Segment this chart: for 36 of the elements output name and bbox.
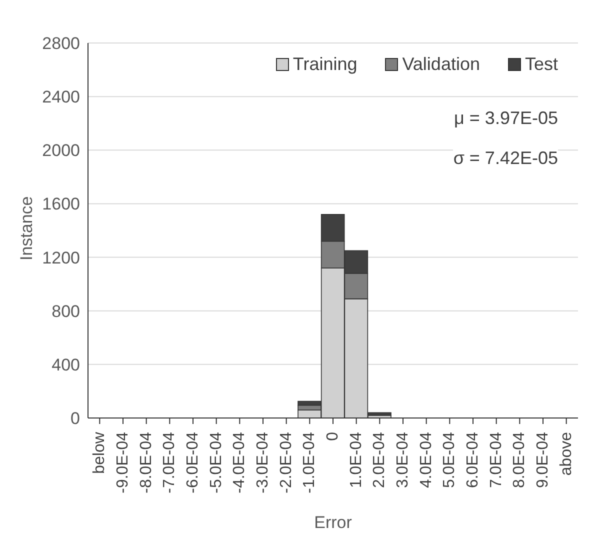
x-tick-label: -9.0E-04 [114, 432, 132, 494]
x-tick-label: 5.0E-04 [441, 432, 458, 488]
x-tick-label: -3.0E-04 [254, 432, 272, 494]
x-axis-title: Error [314, 513, 352, 532]
y-tick-label: 2000 [42, 141, 80, 160]
x-tick-label: -6.0E-04 [184, 432, 202, 494]
x-tick-label: 0 [324, 432, 342, 441]
y-tick-label: 2400 [42, 88, 80, 107]
x-tick-label: 4.0E-04 [418, 432, 435, 488]
y-tick-label: 1600 [42, 194, 80, 214]
x-tick-label: 1.0E-04 [348, 432, 365, 488]
y-tick-label: 2800 [42, 34, 80, 54]
x-tick-label: -5.0E-04 [208, 432, 225, 494]
x-tick-label: -1.0E-04 [301, 432, 318, 494]
annotation: μ = 3.97E-05 [454, 108, 558, 129]
x-tick-label: above [558, 432, 575, 476]
y-axis-title: Instance [17, 196, 36, 260]
x-tick-label: below [91, 432, 108, 474]
annotation: σ = 7.42E-05 [453, 148, 558, 169]
x-tick-label: 7.0E-04 [488, 432, 505, 488]
x-tick-label: 9.0E-04 [534, 432, 552, 488]
y-tick-label: 1200 [42, 248, 80, 268]
x-tick-label: 3.0E-04 [394, 432, 412, 488]
x-tick-label: 8.0E-04 [511, 432, 528, 488]
x-tick-label: 6.0E-04 [464, 432, 482, 488]
legend-label: Validation [401, 54, 480, 75]
x-tick-label: -7.0E-04 [161, 432, 178, 494]
y-tick-label: 800 [52, 302, 80, 321]
x-tick-label: 2.0E-04 [371, 432, 388, 488]
y-tick-label: 400 [52, 355, 80, 374]
x-tick-label: -4.0E-04 [231, 432, 248, 494]
legend-label: Test [524, 54, 558, 75]
y-tick-label: 0 [70, 409, 80, 428]
legend-label: Training [292, 54, 358, 75]
x-tick-label: -8.0E-04 [138, 432, 155, 494]
x-tick-label: -2.0E-04 [278, 432, 295, 494]
